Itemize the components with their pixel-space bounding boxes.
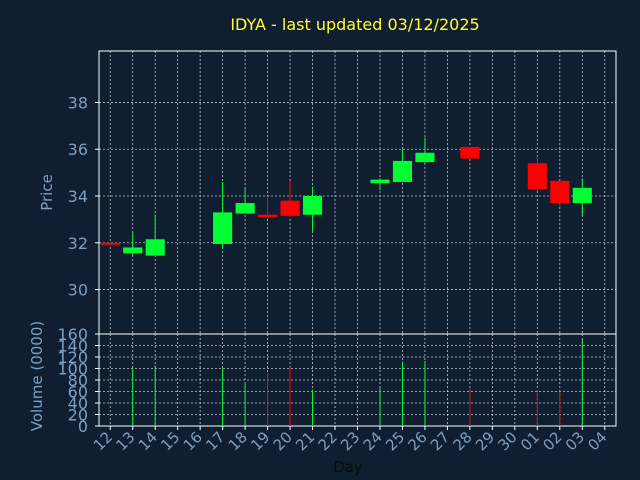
candle-body — [302, 196, 323, 215]
candle-body — [527, 163, 547, 189]
candle-body — [258, 214, 278, 218]
candle-body — [213, 212, 233, 244]
candle-body — [123, 247, 143, 254]
volume-y-axis-label: Volume (0000) — [28, 321, 46, 431]
volume-y-tick-label: 120 — [57, 348, 88, 367]
price-y-tick-label: 34 — [68, 187, 88, 206]
x-axis-label: Day — [333, 458, 363, 476]
price-y-tick-label: 32 — [68, 234, 88, 253]
candle-body — [415, 152, 435, 163]
price-y-tick-label: 30 — [68, 281, 88, 300]
chart-title: IDYA - last updated 03/12/2025 — [230, 15, 479, 34]
candle-body — [370, 179, 390, 184]
candle-body — [100, 242, 120, 245]
candle-body — [145, 239, 165, 256]
volume-y-tick-label: 0 — [78, 417, 88, 436]
price-y-tick-label: 36 — [68, 140, 88, 159]
volume-y-tick-label: 60 — [68, 383, 88, 402]
price-y-axis-label: Price — [38, 174, 56, 211]
price-y-tick-label: 38 — [68, 93, 88, 112]
volume-y-tick-label: 140 — [57, 337, 88, 356]
candle-body — [280, 200, 300, 216]
volume-y-tick-label: 160 — [57, 325, 88, 344]
candle-body — [460, 146, 480, 159]
volume-y-tick-label: 100 — [57, 360, 88, 379]
price-panel: 30 32 34 36 38 Price — [38, 50, 617, 335]
candle-body — [550, 180, 570, 204]
candle-body — [392, 160, 413, 182]
volume-y-tick-label: 20 — [68, 406, 88, 425]
candle-body — [235, 203, 255, 214]
volume-y-tick-label: 80 — [68, 371, 88, 390]
candle-body — [572, 187, 592, 204]
volume-y-tick-label: 40 — [68, 394, 88, 413]
